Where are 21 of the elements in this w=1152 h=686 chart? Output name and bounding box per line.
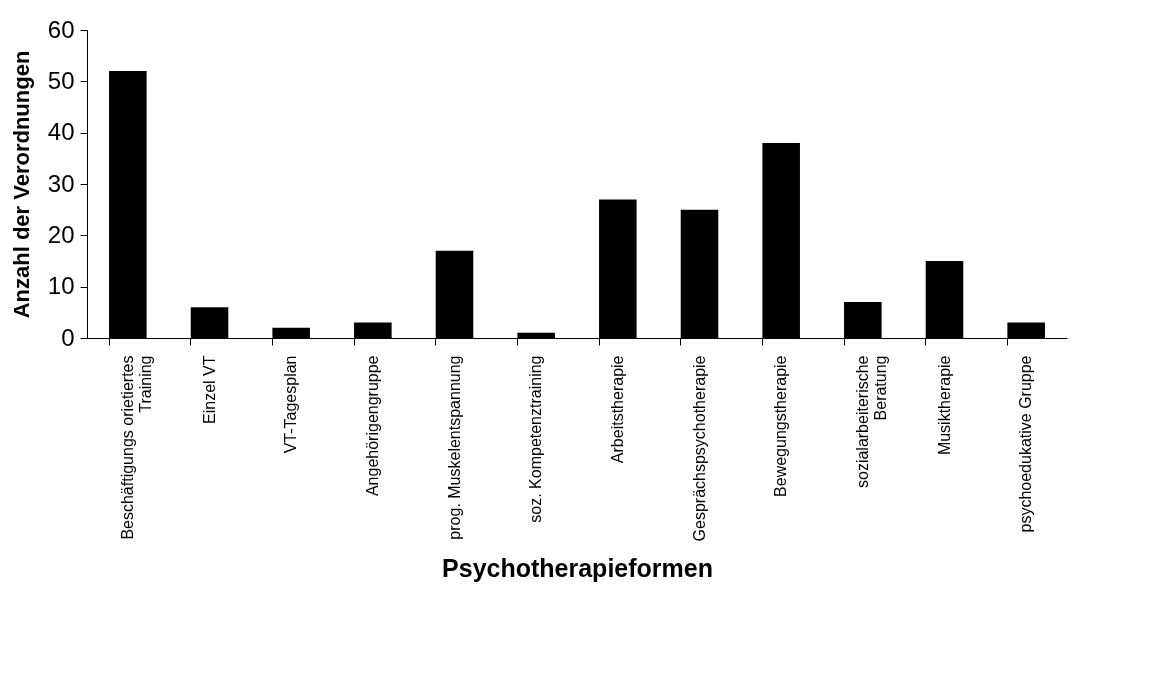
x-tick-label: Arbeitstherapie [608,355,626,464]
x-tick-label: Einzel VT [200,355,218,424]
y-tick-label: 30 [47,169,75,197]
y-tick-label: 40 [47,118,75,146]
x-tick-label: psychoedukative Gruppe [1017,355,1035,533]
y-tick-label: 0 [61,323,75,351]
y-tick-label: 60 [47,15,75,43]
x-tick-label: prog. Muskelentspannung [445,355,463,540]
x-tick-label: Musiktherapie [935,355,953,456]
x-tick-label: VT-Tagesplan [282,355,300,454]
x-tick-label: Angehörigengruppe [363,355,381,497]
y-tick-label: 10 [47,272,75,300]
x-tick-label: Bewegungstherapie [772,355,790,497]
x-tick-label: soz. Kompetenztraining [527,355,545,523]
x-tick-label: Gesprächspsychotherapie [690,355,708,542]
x-tick-label: Beschäftigungs orietiertes Training [118,355,154,540]
x-axis-title: Psychotherapieformen [442,553,713,582]
x-tick-label: sozialarbeiterische Beratung [853,355,889,489]
y-axis-title: Anzahl der Verordnungen [8,50,34,319]
y-tick-label: 20 [47,220,75,248]
y-tick-label: 50 [47,66,75,94]
